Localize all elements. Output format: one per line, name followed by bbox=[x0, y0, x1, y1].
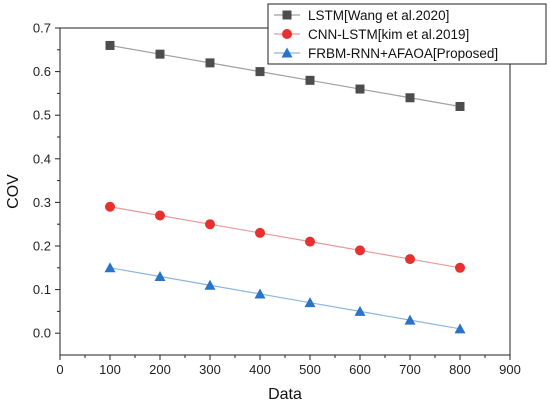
x-tick-label: 200 bbox=[149, 362, 171, 377]
data-point bbox=[404, 314, 416, 325]
data-point bbox=[104, 262, 116, 273]
x-tick-label: 300 bbox=[199, 362, 221, 377]
data-point bbox=[405, 93, 415, 103]
data-point bbox=[254, 288, 266, 299]
y-tick-label: 0.0 bbox=[33, 326, 51, 341]
data-point bbox=[354, 305, 366, 316]
legend-marker bbox=[281, 47, 293, 58]
legend-box bbox=[267, 3, 547, 65]
data-point bbox=[205, 219, 215, 230]
data-point bbox=[405, 254, 415, 265]
x-tick-label: 500 bbox=[299, 362, 321, 377]
data-point bbox=[255, 67, 265, 77]
data-point bbox=[455, 262, 465, 273]
data-point bbox=[205, 58, 215, 68]
x-tick-label: 600 bbox=[349, 362, 371, 377]
data-point bbox=[154, 271, 166, 282]
y-tick-label: 0.2 bbox=[33, 239, 51, 254]
x-tick-label: 400 bbox=[249, 362, 271, 377]
legend-label: FRBM-RNN+AFAOA[Proposed] bbox=[308, 46, 498, 61]
data-point bbox=[204, 279, 216, 290]
y-tick-label: 0.5 bbox=[33, 108, 51, 123]
data-point bbox=[355, 245, 365, 256]
data-point bbox=[355, 84, 365, 94]
y-tick-label: 0.3 bbox=[33, 195, 51, 210]
x-tick-label: 900 bbox=[499, 362, 521, 377]
series-layer bbox=[104, 40, 466, 334]
y-axis-title: COV bbox=[5, 174, 22, 209]
y-tick-label: 0.1 bbox=[33, 282, 51, 297]
y-tick-label: 0.6 bbox=[33, 64, 51, 79]
series-triangle bbox=[104, 262, 466, 334]
x-tick-label: 100 bbox=[99, 362, 121, 377]
series-circle bbox=[105, 201, 465, 273]
y-axis: 0.0 0.1 0.2 0.3 0.4 0.5 0.6 0.7 bbox=[33, 21, 60, 341]
plot-border bbox=[59, 27, 511, 356]
legend: LSTM[Wang et al.2020] CNN-LSTM[kim et al.… bbox=[267, 3, 547, 65]
data-point bbox=[105, 201, 115, 212]
plot-frame bbox=[59, 27, 511, 356]
data-point bbox=[105, 40, 115, 50]
legend-label: CNN-LSTM[kim et al.2019] bbox=[308, 27, 469, 42]
x-tick-label: 800 bbox=[449, 362, 471, 377]
data-point bbox=[304, 297, 316, 308]
series-line bbox=[109, 44, 461, 108]
y-tick-label: 0.7 bbox=[33, 21, 51, 36]
data-point bbox=[305, 75, 315, 85]
legend-marker bbox=[282, 10, 292, 20]
series-line bbox=[109, 206, 461, 269]
x-axis: 0 100 200 300 400 500 600 700 800 900 bbox=[56, 355, 521, 377]
series-line bbox=[109, 267, 461, 330]
y-tick-label: 0.4 bbox=[33, 151, 51, 166]
data-point bbox=[155, 49, 165, 59]
data-point bbox=[454, 323, 466, 334]
x-tick-label: 700 bbox=[399, 362, 421, 377]
data-point bbox=[455, 101, 465, 111]
series-square bbox=[105, 40, 465, 111]
legend-marker bbox=[282, 29, 292, 39]
legend-label: LSTM[Wang et al.2020] bbox=[308, 8, 449, 23]
x-axis-title: Data bbox=[268, 386, 302, 403]
data-point bbox=[305, 236, 315, 247]
data-point bbox=[155, 210, 165, 221]
data-point bbox=[255, 227, 265, 238]
x-tick-label: 0 bbox=[56, 362, 63, 377]
